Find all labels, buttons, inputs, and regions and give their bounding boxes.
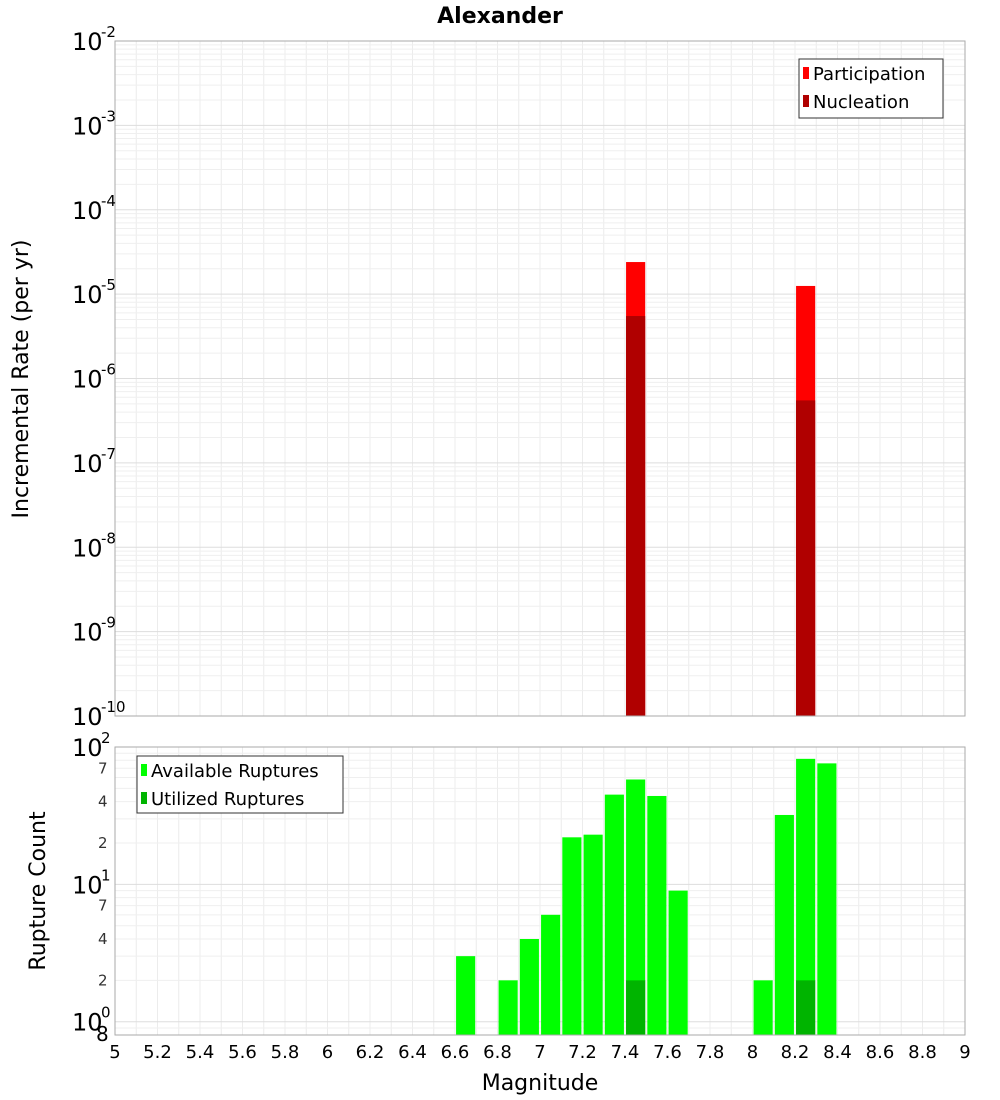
x-tick-label: 8.2	[781, 1042, 810, 1063]
bottom-y-minor-tick-label: 7	[98, 759, 108, 777]
bottom-y-minor-tick-label: 2	[98, 971, 108, 989]
x-tick-label: 7	[534, 1042, 545, 1063]
top-y-tick-label: 10	[72, 619, 103, 647]
bottom-y-axis-title: Rupture Count	[26, 811, 51, 971]
x-tick-label: 7.4	[611, 1042, 640, 1063]
nucleation-bar	[626, 316, 646, 716]
top-y-tick-label: 10	[72, 197, 103, 225]
x-tick-label: 8	[747, 1042, 758, 1063]
top-y-tick-exponent: -8	[101, 529, 116, 547]
x-tick-label: 6	[322, 1042, 333, 1063]
top-y-tick-label: 10	[72, 112, 103, 140]
nucleation-bar	[796, 400, 816, 716]
bottom-y-tick-label: 10	[72, 1009, 103, 1037]
utilized-ruptures-bar	[626, 980, 646, 1035]
available-ruptures-bar	[626, 779, 646, 1035]
top-y-tick-exponent: -3	[101, 107, 116, 125]
bottom-y-minor-tick-label: 8	[96, 1022, 109, 1046]
available-ruptures-bar	[541, 914, 561, 1035]
utilized-ruptures-bar	[796, 980, 816, 1035]
top-y-tick-exponent: -4	[101, 192, 116, 210]
participation-legend-swatch	[803, 67, 809, 79]
x-tick-label: 5.2	[143, 1042, 172, 1063]
top-y-tick-exponent: -9	[101, 614, 116, 632]
available-ruptures-bar	[796, 758, 816, 1035]
x-tick-label: 5	[109, 1042, 120, 1063]
top-legend: Participation Nucleation	[798, 58, 944, 119]
top-y-axis-title: Incremental Rate (per yr)	[9, 240, 34, 519]
top-plot-frame	[114, 40, 966, 717]
x-tick-label: 6.8	[483, 1042, 512, 1063]
nucleation-legend-swatch	[803, 95, 809, 107]
x-tick-label: 5.4	[186, 1042, 215, 1063]
x-tick-label: 9	[959, 1042, 970, 1063]
x-tick-labels: 5 5.2 5.4 5.6 5.8 6 6.2 6.4 6.6 6.8 7 7.2 7.4 7.6 7.8 8…	[109, 1042, 970, 1063]
available-ruptures-bar	[456, 956, 476, 1035]
top-y-tick-exponent: -5	[101, 276, 116, 294]
top-y-tick-exponent: -10	[101, 698, 126, 716]
top-y-tick-exponent: -6	[101, 361, 116, 379]
utilized-legend-label: Utilized Ruptures	[151, 789, 304, 810]
available-ruptures-bar	[562, 837, 582, 1035]
bottom-y-tick-label: 10	[72, 734, 103, 762]
bottom-y-minor-tick-label: 7	[98, 897, 108, 915]
bottom-y-minor-tick-label: 4	[98, 793, 108, 811]
bottom-y-minor-tick-label: 2	[98, 834, 108, 852]
top-y-tick-label: 10	[72, 28, 103, 56]
x-tick-label: 5.6	[228, 1042, 257, 1063]
x-tick-label: 6.4	[398, 1042, 427, 1063]
available-ruptures-bar	[604, 794, 624, 1035]
x-tick-label: 8.4	[823, 1042, 852, 1063]
available-ruptures-bar	[774, 814, 794, 1035]
available-ruptures-bar	[519, 939, 539, 1035]
participation-legend-label: Participation	[813, 64, 925, 85]
nucleation-legend-label: Nucleation	[813, 92, 909, 113]
top-y-tick-label: 10	[72, 281, 103, 309]
top-y-tick-label: 10	[72, 534, 103, 562]
bottom-y-tick-exponent: 0	[101, 1004, 111, 1022]
available-legend-label: Available Ruptures	[151, 761, 319, 782]
top-plot-bars	[626, 262, 816, 716]
top-y-tick-exponent: -7	[101, 445, 116, 463]
x-tick-label: 7.2	[568, 1042, 597, 1063]
x-tick-label: 5.8	[271, 1042, 300, 1063]
x-tick-label: 7.8	[696, 1042, 725, 1063]
bottom-plot-bars	[456, 758, 837, 1035]
available-ruptures-bar	[647, 795, 667, 1035]
available-ruptures-bar	[753, 980, 773, 1035]
x-tick-label: 8.8	[908, 1042, 937, 1063]
x-tick-label: 6.2	[356, 1042, 385, 1063]
top-y-tick-exponent: -2	[101, 23, 116, 41]
bottom-plot-frame	[114, 746, 966, 1036]
x-axis-title: Magnitude	[482, 1071, 599, 1096]
x-tick-label: 6.6	[441, 1042, 470, 1063]
bottom-legend: Available Ruptures Utilized Ruptures	[136, 755, 344, 814]
top-y-tick-label: 10	[72, 450, 103, 478]
utilized-legend-swatch	[141, 792, 147, 804]
bottom-y-minor-tick-label: 4	[98, 930, 108, 948]
available-ruptures-bar	[583, 834, 603, 1035]
bottom-y-tick-label: 10	[72, 871, 103, 899]
x-tick-label: 8.6	[866, 1042, 895, 1063]
top-plot-grid	[114, 41, 966, 717]
x-tick-label: 7.6	[653, 1042, 682, 1063]
available-ruptures-bar	[668, 890, 688, 1035]
chart-title: Alexander	[437, 4, 563, 29]
available-legend-swatch	[141, 764, 147, 776]
top-y-tick-label: 10	[72, 703, 103, 731]
bottom-y-tick-exponent: 1	[101, 866, 111, 884]
top-y-tick-label: 10	[72, 366, 103, 394]
bottom-y-tick-exponent: 2	[101, 729, 111, 747]
available-ruptures-bar	[817, 763, 837, 1035]
available-ruptures-bar	[498, 980, 518, 1035]
